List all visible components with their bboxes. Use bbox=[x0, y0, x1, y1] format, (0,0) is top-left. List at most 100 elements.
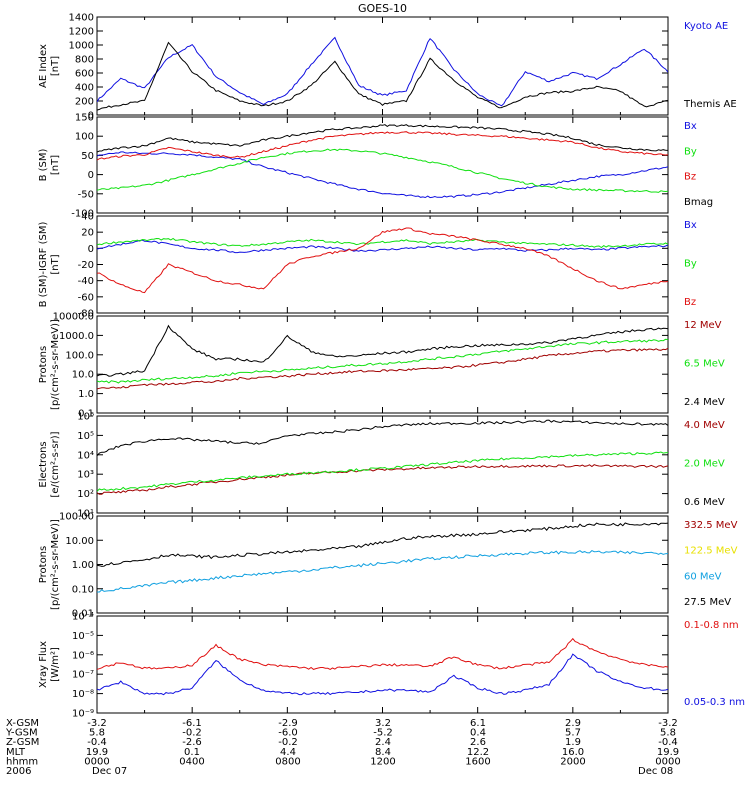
orbit-row-label: X-GSM bbox=[6, 718, 39, 729]
series-line-electrons-0 bbox=[97, 464, 668, 495]
panel-frame bbox=[96, 16, 669, 116]
y-tick-label: 10⁻⁸ bbox=[72, 689, 94, 700]
y-tick-label: 10⁻⁴ bbox=[72, 612, 94, 623]
series-line-bdiff-1 bbox=[97, 237, 668, 249]
legend-label: By bbox=[684, 146, 697, 157]
orbit-row-label: Z-GSM bbox=[6, 737, 39, 748]
y-tick-label: 0 bbox=[88, 170, 94, 181]
orbit-cell: 0.4 bbox=[470, 728, 486, 739]
panel-xray: 10⁻⁹ 10⁻⁸ 10⁻⁷ 10⁻⁶ 10⁻⁵ 10⁻⁴ Xray Flux [W/m²] 0… bbox=[38, 612, 745, 720]
legend-label: 122.5 MeV bbox=[684, 546, 738, 557]
series-line-bsm-0 bbox=[97, 151, 668, 199]
y-tick-label: 1.00 bbox=[72, 560, 94, 571]
y-tick-label: 800 bbox=[75, 55, 94, 66]
series-line-xray-0 bbox=[97, 637, 668, 670]
panel-frame bbox=[96, 116, 669, 214]
y-tick-label: -20 bbox=[78, 260, 94, 271]
legend-label: 60 MeV bbox=[684, 571, 722, 582]
orbit-cell: 1600 bbox=[465, 756, 490, 767]
panel-ae: 0 200 400 600 800 1000 1200 1400 AE Index [nT] Kyo… bbox=[38, 13, 737, 122]
series-line-electrons-1 bbox=[97, 451, 668, 492]
y-tick-label: -50 bbox=[78, 189, 94, 200]
y-tick-label: 150 bbox=[75, 113, 94, 124]
panel-frame bbox=[96, 215, 669, 314]
orbit-cell: -6.1 bbox=[182, 718, 202, 729]
y-tick-label: 40 bbox=[81, 212, 94, 223]
orbit-cell: 0000 bbox=[84, 756, 109, 767]
series-line-bsm-2 bbox=[97, 131, 668, 161]
series-line-protons1-2 bbox=[97, 324, 668, 377]
y-tick-label: 10⁻⁹ bbox=[72, 709, 94, 720]
y-tick-label: 0.10 bbox=[72, 584, 94, 595]
y-tick-label: 10² bbox=[77, 489, 94, 500]
y-tick-label: 10⁻⁶ bbox=[72, 650, 94, 661]
y-tick-label: 10¹ bbox=[77, 509, 94, 520]
series-line-protons1-1 bbox=[97, 338, 668, 384]
y-tick-label: 10³ bbox=[77, 470, 94, 481]
orbit-cell: 0.1 bbox=[184, 747, 200, 758]
legend-label: Bmag bbox=[684, 197, 713, 208]
y-tick-label: -60 bbox=[78, 292, 94, 303]
legend-label: Bx bbox=[684, 220, 697, 231]
y-tick-label: 10000.0 bbox=[53, 312, 94, 323]
orbit-cell: 2.6 bbox=[470, 737, 486, 748]
y-tick-label: 0 bbox=[88, 244, 94, 255]
legend-label: Kyoto AE bbox=[684, 21, 728, 32]
panel-frame bbox=[96, 515, 669, 614]
y-tick-label: 1000.0 bbox=[59, 331, 94, 342]
orbit-cell: Dec 07 bbox=[92, 766, 127, 777]
orbit-row-label: Y-GSM bbox=[5, 728, 38, 739]
y-axis-label: Protons bbox=[38, 346, 49, 383]
orbit-cell: 19.9 bbox=[657, 747, 679, 758]
panel-protons2: 0.01 0.10 1.00 10.00 100.00 Protons [p/(cm²-s-… bbox=[38, 512, 738, 620]
orbit-cell: 2.4 bbox=[375, 737, 391, 748]
legend-label: 6.5 MeV bbox=[684, 359, 725, 370]
orbit-cell: 0800 bbox=[275, 756, 300, 767]
series-line-bdiff-0 bbox=[97, 239, 668, 254]
y-tick-label: 600 bbox=[75, 69, 94, 80]
legend-label: Themis AE bbox=[683, 99, 737, 110]
y-tick-label: 50 bbox=[81, 151, 94, 162]
legend-label: 0.6 MeV bbox=[684, 497, 725, 508]
legend-label: Bx bbox=[684, 121, 697, 132]
orbit-cell: 5.7 bbox=[565, 728, 581, 739]
orbit-cell: 12.2 bbox=[467, 747, 489, 758]
legend-label: 2.0 MeV bbox=[684, 459, 725, 470]
orbit-cell: 6.1 bbox=[470, 718, 486, 729]
orbit-cell: -3.2 bbox=[658, 718, 678, 729]
orbit-cell: 5.8 bbox=[660, 728, 676, 739]
y-tick-label: 1000 bbox=[69, 41, 94, 52]
series-line-ae-1 bbox=[97, 41, 668, 111]
panel-bdiff: -80 -60 -40 -20 0 20 40 B (SM)-IGRF (SM) [nT] Bx B… bbox=[38, 212, 697, 320]
panel-bsm: -100 -50 0 50 100 150 B (SM) [nT] Bx By Bz Bmag bbox=[38, 113, 713, 220]
orbit-cell: 2000 bbox=[560, 756, 585, 767]
y-tick-label: 200 bbox=[75, 97, 94, 108]
series-line-protons2-3 bbox=[97, 522, 668, 567]
y-axis-label: B (SM) bbox=[38, 148, 49, 181]
series-line-bsm-1 bbox=[97, 148, 668, 193]
orbit-row-label: MLT bbox=[6, 747, 26, 758]
series-line-bsm-3 bbox=[97, 124, 668, 153]
y-axis-label: AE Index bbox=[38, 44, 49, 88]
y-tick-label: 400 bbox=[75, 83, 94, 94]
y-tick-label: 0.01 bbox=[72, 609, 94, 620]
legend-label: 332.5 MeV bbox=[684, 520, 738, 531]
y-tick-label: 10⁻⁷ bbox=[72, 670, 94, 681]
y-axis-unit: [p/(cm²-s-sr-MeV)] bbox=[50, 519, 61, 610]
y-tick-label: 100.0 bbox=[65, 350, 94, 361]
y-axis-label: Xray Flux bbox=[38, 641, 49, 688]
y-tick-label: 1200 bbox=[69, 27, 94, 38]
orbit-cell: 19.9 bbox=[86, 747, 108, 758]
series-line-protons2-2 bbox=[97, 549, 668, 593]
orbit-cell: 2.9 bbox=[565, 718, 581, 729]
y-axis-unit: [nT] bbox=[50, 56, 61, 76]
legend-label: 0.05-0.3 nm bbox=[684, 697, 745, 708]
y-tick-label: 100.00 bbox=[59, 512, 94, 523]
y-tick-label: 1400 bbox=[69, 13, 94, 24]
orbit-cell: -0.4 bbox=[658, 737, 678, 748]
legend-label: 4.0 MeV bbox=[684, 420, 725, 431]
y-tick-label: 10⁻⁵ bbox=[72, 631, 94, 642]
orbit-cell: 4.4 bbox=[280, 747, 296, 758]
legend-label: Bz bbox=[684, 172, 696, 183]
